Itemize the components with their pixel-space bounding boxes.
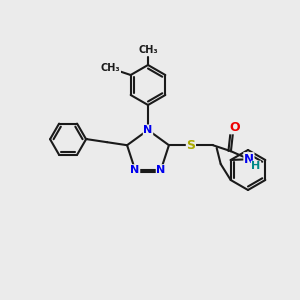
Text: CH₃: CH₃ xyxy=(138,45,158,55)
Text: S: S xyxy=(186,139,195,152)
Text: N: N xyxy=(130,165,140,175)
Text: CH₃: CH₃ xyxy=(101,63,121,73)
Text: O: O xyxy=(230,121,240,134)
Text: N: N xyxy=(244,153,254,166)
Text: N: N xyxy=(156,165,166,175)
Text: N: N xyxy=(143,125,153,135)
Text: H: H xyxy=(251,161,260,171)
